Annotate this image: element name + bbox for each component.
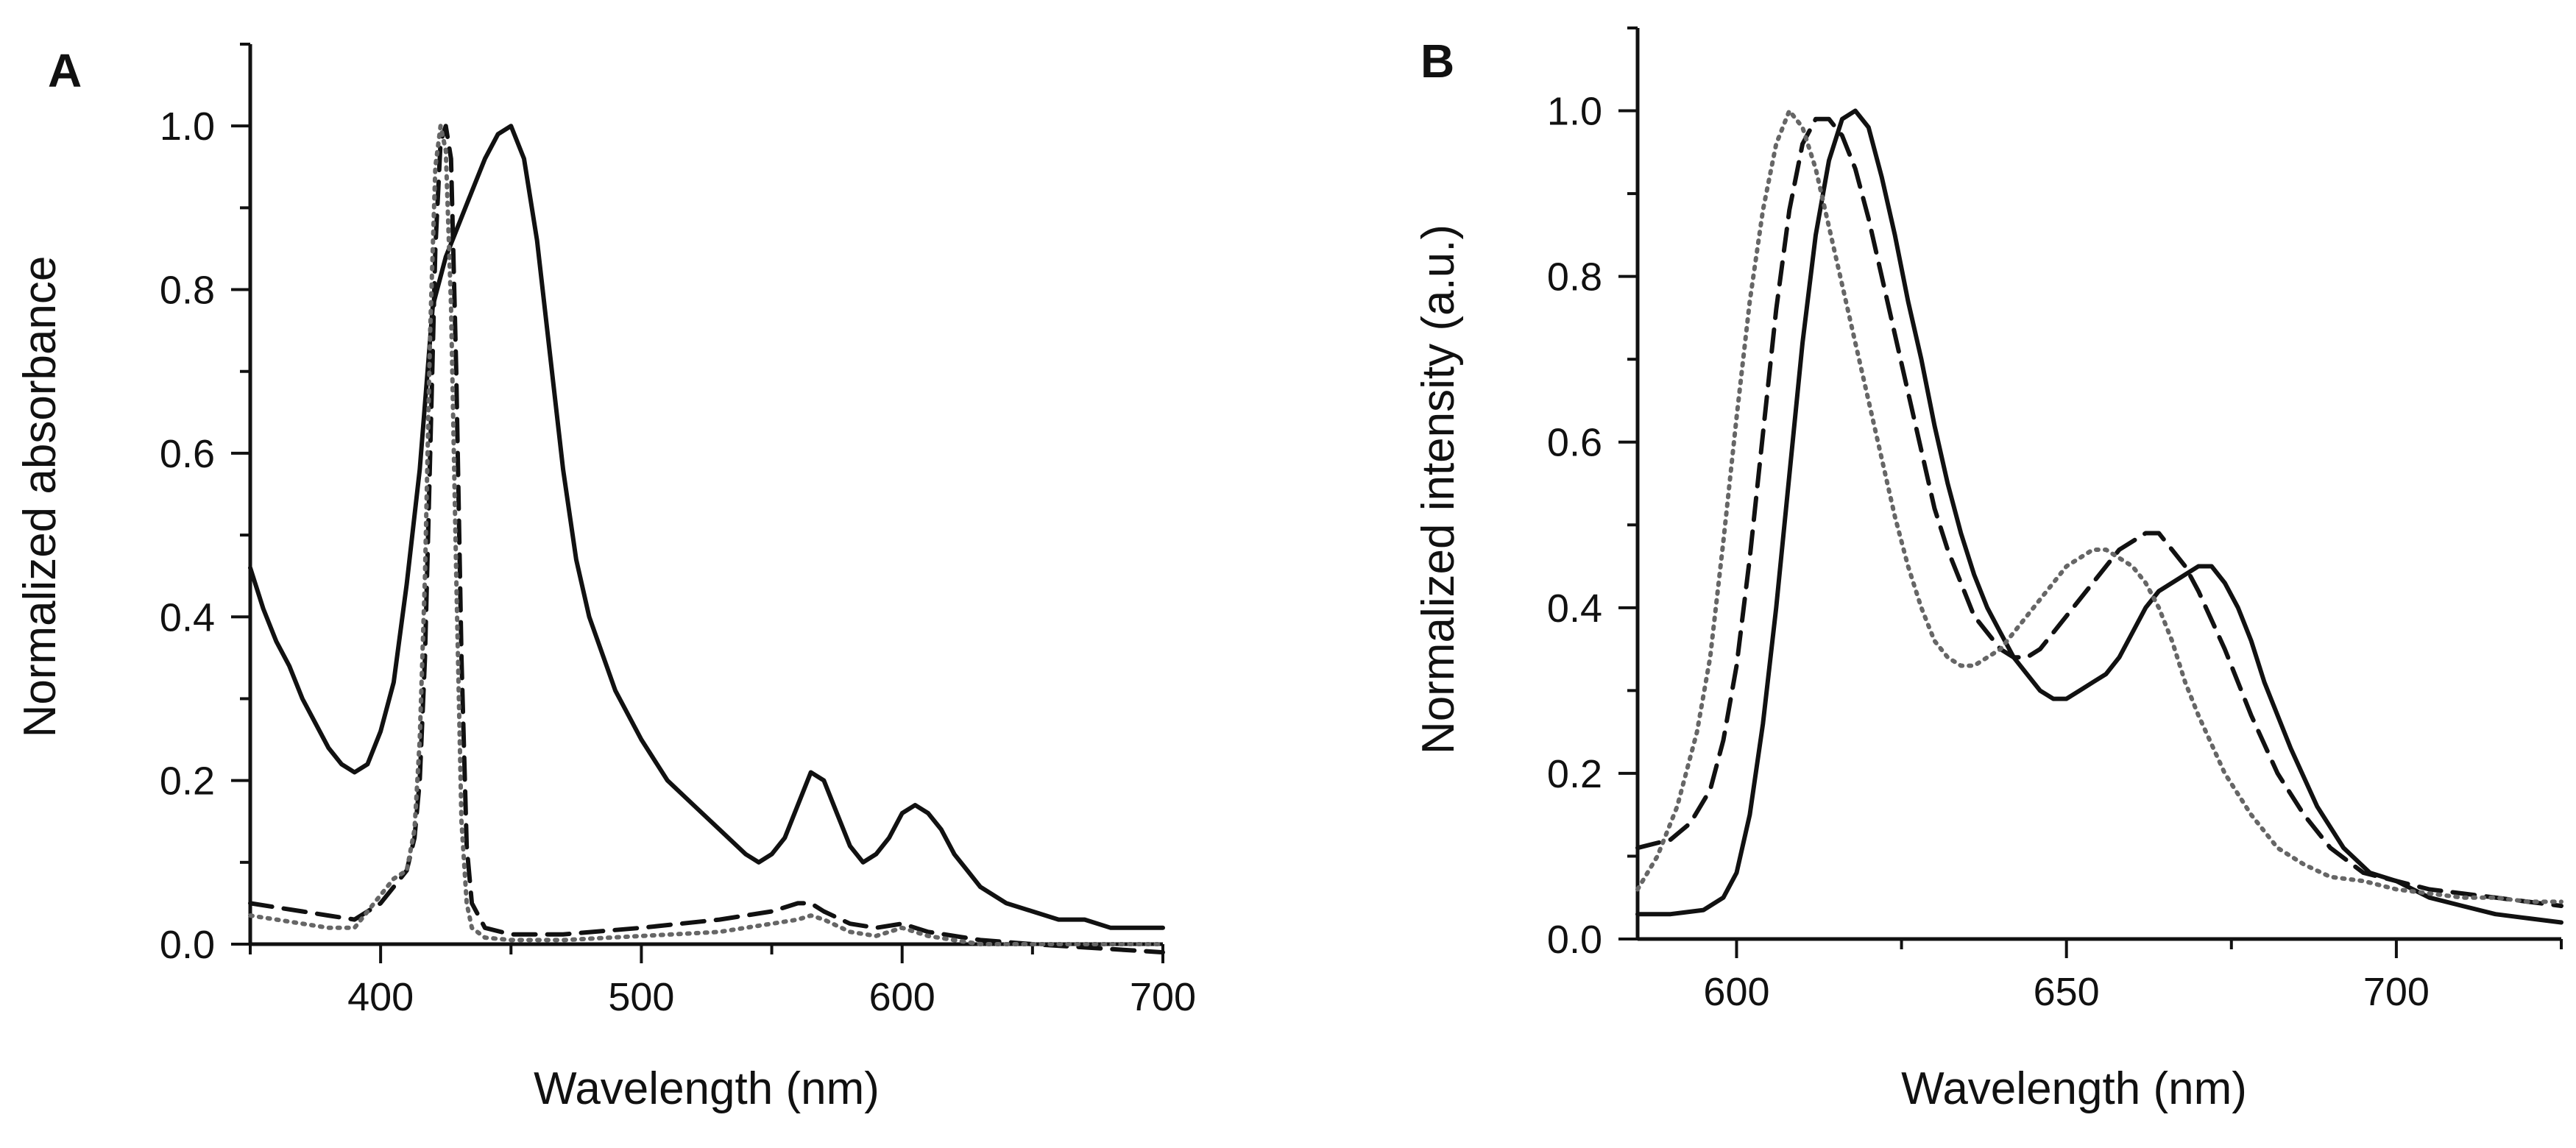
panel-b: B Normalized intensity (a.u.) Wavelength… [1413,26,2563,1114]
panel-a-series-solid [248,124,1165,930]
panel-b-axes: 600 650 700 0.0 0.2 0.4 0.6 0.8 1.0 [1547,26,2563,1014]
panel-b-series-dotted [1635,108,2563,904]
panel-a-x-axis-title: Wavelength (nm) [534,1063,880,1114]
panel-a-x-tick-label: 700 [1130,975,1196,1019]
panel-a-label: A [48,44,82,97]
panel-b-y-tick-label: 0.6 [1547,421,1602,465]
panel-b-x-axis-title: Wavelength (nm) [1901,1063,2247,1114]
panel-b-x-tick-label: 600 [1703,970,1769,1014]
panel-b-y-tick-label: 0.8 [1547,255,1602,300]
panel-a-series-dashed [248,124,1165,955]
panel-b-series-group [1635,108,2563,925]
panel-b-y-tick-label: 0.2 [1547,752,1602,796]
panel-b-series-dashed [1635,116,2563,908]
panel-a-y-axis-title: Normalized absorbance [15,256,66,738]
panel-a: A Normalized absorbance Wavelength (nm) … [15,43,1196,1114]
panel-b-label: B [1420,35,1454,88]
panel-a-x-tick-label: 500 [608,975,674,1019]
panel-b-x-tick-label: 700 [2363,970,2430,1014]
panel-a-series-group [248,124,1165,955]
panel-b-y-tick-label: 0.0 [1547,918,1602,962]
panel-a-y-tick-label: 1.0 [160,104,215,149]
panel-b-series-solid [1635,108,2563,925]
panel-b-y-axis-title: Normalized intensity (a.u.) [1413,224,1464,754]
panel-a-y-tick-label: 0.8 [160,269,215,313]
panel-b-y-tick-label: 1.0 [1547,90,1602,134]
panel-a-x-tick-label: 600 [869,975,935,1019]
panel-a-y-tick-label: 0.6 [160,432,215,476]
panel-a-series-dotted [248,124,1165,946]
panel-a-axes: 400 500 600 700 0.0 0.2 0.4 0.6 0.8 1.0 [160,43,1196,1019]
panel-a-y-tick-label: 0.2 [160,759,215,804]
panel-a-y-tick-label: 0.0 [160,923,215,967]
panel-a-y-tick-label: 0.4 [160,595,215,639]
panel-b-y-tick-label: 0.4 [1547,587,1602,631]
panel-a-x-tick-label: 400 [347,975,414,1019]
panel-b-x-tick-label: 650 [2034,970,2100,1014]
